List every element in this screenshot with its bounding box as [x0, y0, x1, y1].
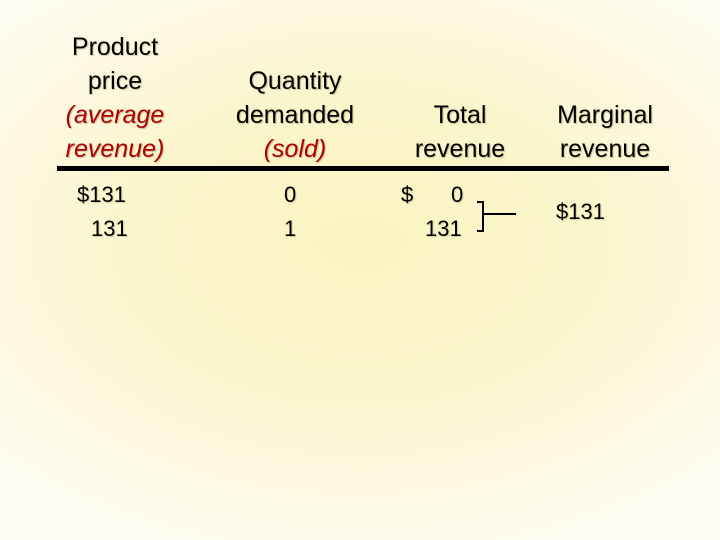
header-quantity-line3: (sold)	[263, 135, 327, 163]
bracket-pointer	[484, 213, 516, 215]
price-row-2: 131	[91, 216, 128, 241]
bracket-connector	[477, 201, 484, 232]
header-price-line1: Product	[71, 33, 159, 61]
price-row-1: $131	[77, 182, 126, 207]
header-marginal-line2: revenue	[559, 135, 651, 163]
header-total-line1: Total	[433, 101, 487, 129]
header-quantity-line1: Quantity	[248, 67, 342, 95]
total-currency: $	[401, 182, 414, 207]
quantity-row-2: 1	[284, 216, 297, 241]
header-quantity: Quantity demanded (sold)	[210, 64, 380, 166]
header-total-line2: revenue	[414, 135, 506, 163]
header-price-line3: (average	[65, 101, 165, 129]
header-marginal-revenue: Marginal revenue	[535, 98, 675, 166]
marginal-value: $131	[556, 199, 605, 224]
header-total-revenue: Total revenue	[390, 98, 530, 166]
header-divider	[57, 166, 669, 171]
header-marginal-line1: Marginal	[557, 101, 653, 129]
header-price-line2: price	[87, 67, 143, 95]
header-price-line4: revenue)	[65, 135, 165, 163]
header-quantity-line2: demanded	[235, 101, 355, 129]
total-row-1: 0	[451, 182, 464, 207]
quantity-row-1: 0	[284, 182, 297, 207]
header-price: Product price (average revenue)	[40, 30, 190, 166]
total-row-2: 131	[425, 216, 462, 241]
